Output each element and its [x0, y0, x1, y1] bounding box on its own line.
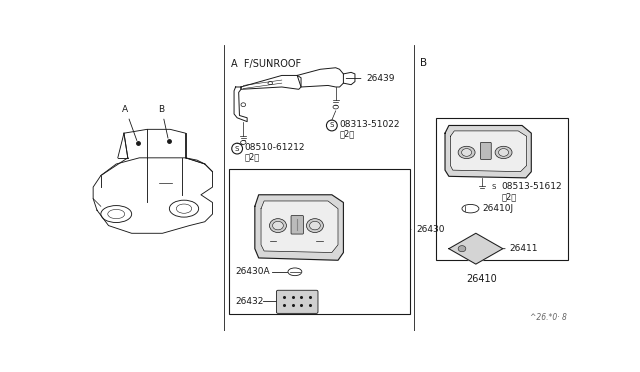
Ellipse shape: [273, 221, 284, 230]
Text: 26430: 26430: [410, 225, 445, 234]
Text: 08513-51612: 08513-51612: [501, 182, 562, 191]
Text: ^26.*0· 8: ^26.*0· 8: [530, 313, 566, 322]
Text: 26410: 26410: [467, 274, 497, 284]
Polygon shape: [255, 195, 344, 260]
Polygon shape: [261, 201, 338, 253]
FancyBboxPatch shape: [276, 290, 318, 313]
Ellipse shape: [495, 146, 512, 158]
Text: （2）: （2）: [501, 193, 516, 202]
Text: 26410J: 26410J: [482, 204, 513, 213]
Text: 08510-61212: 08510-61212: [245, 143, 305, 152]
Text: 26411: 26411: [509, 244, 538, 253]
Text: A: A: [122, 105, 137, 141]
Ellipse shape: [499, 148, 509, 156]
Text: 26430A: 26430A: [236, 267, 270, 276]
Text: S: S: [330, 122, 334, 128]
Text: B: B: [159, 105, 168, 138]
Ellipse shape: [307, 219, 323, 232]
Polygon shape: [445, 125, 531, 178]
Text: B: B: [420, 58, 428, 68]
Text: 26439: 26439: [346, 74, 395, 83]
FancyBboxPatch shape: [230, 169, 410, 314]
Ellipse shape: [269, 219, 287, 232]
Ellipse shape: [458, 146, 475, 158]
Ellipse shape: [288, 268, 302, 276]
Polygon shape: [449, 233, 503, 264]
FancyBboxPatch shape: [481, 142, 492, 159]
Ellipse shape: [461, 148, 472, 156]
Ellipse shape: [310, 221, 320, 230]
Text: A  F/SUNROOF: A F/SUNROOF: [231, 58, 301, 68]
Text: （2）: （2）: [245, 153, 260, 161]
FancyBboxPatch shape: [291, 216, 303, 234]
Text: S: S: [235, 145, 239, 151]
FancyBboxPatch shape: [436, 118, 568, 260]
Ellipse shape: [458, 246, 466, 252]
Polygon shape: [451, 131, 527, 172]
Ellipse shape: [462, 205, 479, 213]
Text: S: S: [492, 184, 496, 190]
Text: 26432: 26432: [236, 296, 264, 305]
Text: 08313-51022: 08313-51022: [340, 120, 400, 129]
Text: （2）: （2）: [340, 129, 355, 138]
